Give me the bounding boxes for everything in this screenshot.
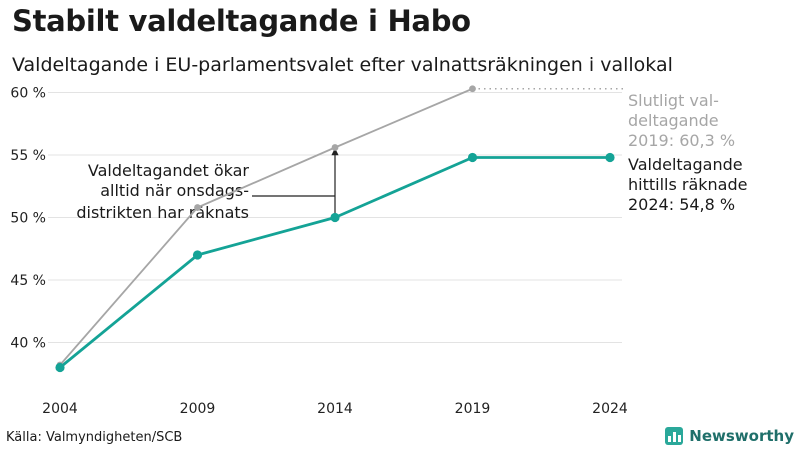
chart-title: Stabilt valdeltagande i Habo xyxy=(12,4,471,38)
data-point-preliminary xyxy=(330,212,340,223)
y-tick-label: 55 % xyxy=(10,148,46,164)
x-tick-label: 2009 xyxy=(180,401,216,417)
y-tick-label: 40 % xyxy=(10,336,46,352)
series-label-final: deltagande xyxy=(628,111,719,130)
series-label-preliminary: hittills räknade xyxy=(628,175,747,194)
series-label-final: 2019: 60,3 % xyxy=(628,131,735,150)
brand-name: Newsworthy xyxy=(689,427,794,445)
data-point-preliminary xyxy=(192,250,203,260)
bar-chart-icon xyxy=(665,427,684,445)
x-tick-label: 2024 xyxy=(592,401,628,417)
y-tick-label: 50 % xyxy=(10,211,46,227)
y-tick-label: 45 % xyxy=(10,273,46,289)
series-label-preliminary: Valdeltagande xyxy=(628,155,743,174)
x-tick-label: 2004 xyxy=(42,401,78,417)
series-label-preliminary: 2024: 54,8 % xyxy=(628,195,735,214)
series-line-final xyxy=(59,87,473,366)
data-point-final xyxy=(194,204,201,211)
source-note: Källa: Valmyndigheten/SCB xyxy=(6,430,183,445)
data-point-final xyxy=(331,144,339,151)
y-tick-label: 60 % xyxy=(10,86,46,102)
x-tick-label: 2019 xyxy=(455,401,491,417)
chart-subtitle: Valdeltagande i EU-parlamentsvalet efter… xyxy=(12,54,673,76)
data-point-preliminary xyxy=(55,362,65,373)
brand-logo: Newsworthy xyxy=(665,424,794,448)
data-point-final xyxy=(469,85,476,93)
annotation-text: distrikten har räknats xyxy=(76,203,249,222)
annotation-text: Valdeltagandet ökar xyxy=(88,161,250,180)
data-point-preliminary xyxy=(467,152,478,163)
data-point-preliminary xyxy=(605,152,615,163)
x-tick-label: 2014 xyxy=(317,401,353,417)
annotation-text: alltid när onsdags- xyxy=(100,181,249,200)
series-label-final: Slutligt val- xyxy=(628,91,719,110)
